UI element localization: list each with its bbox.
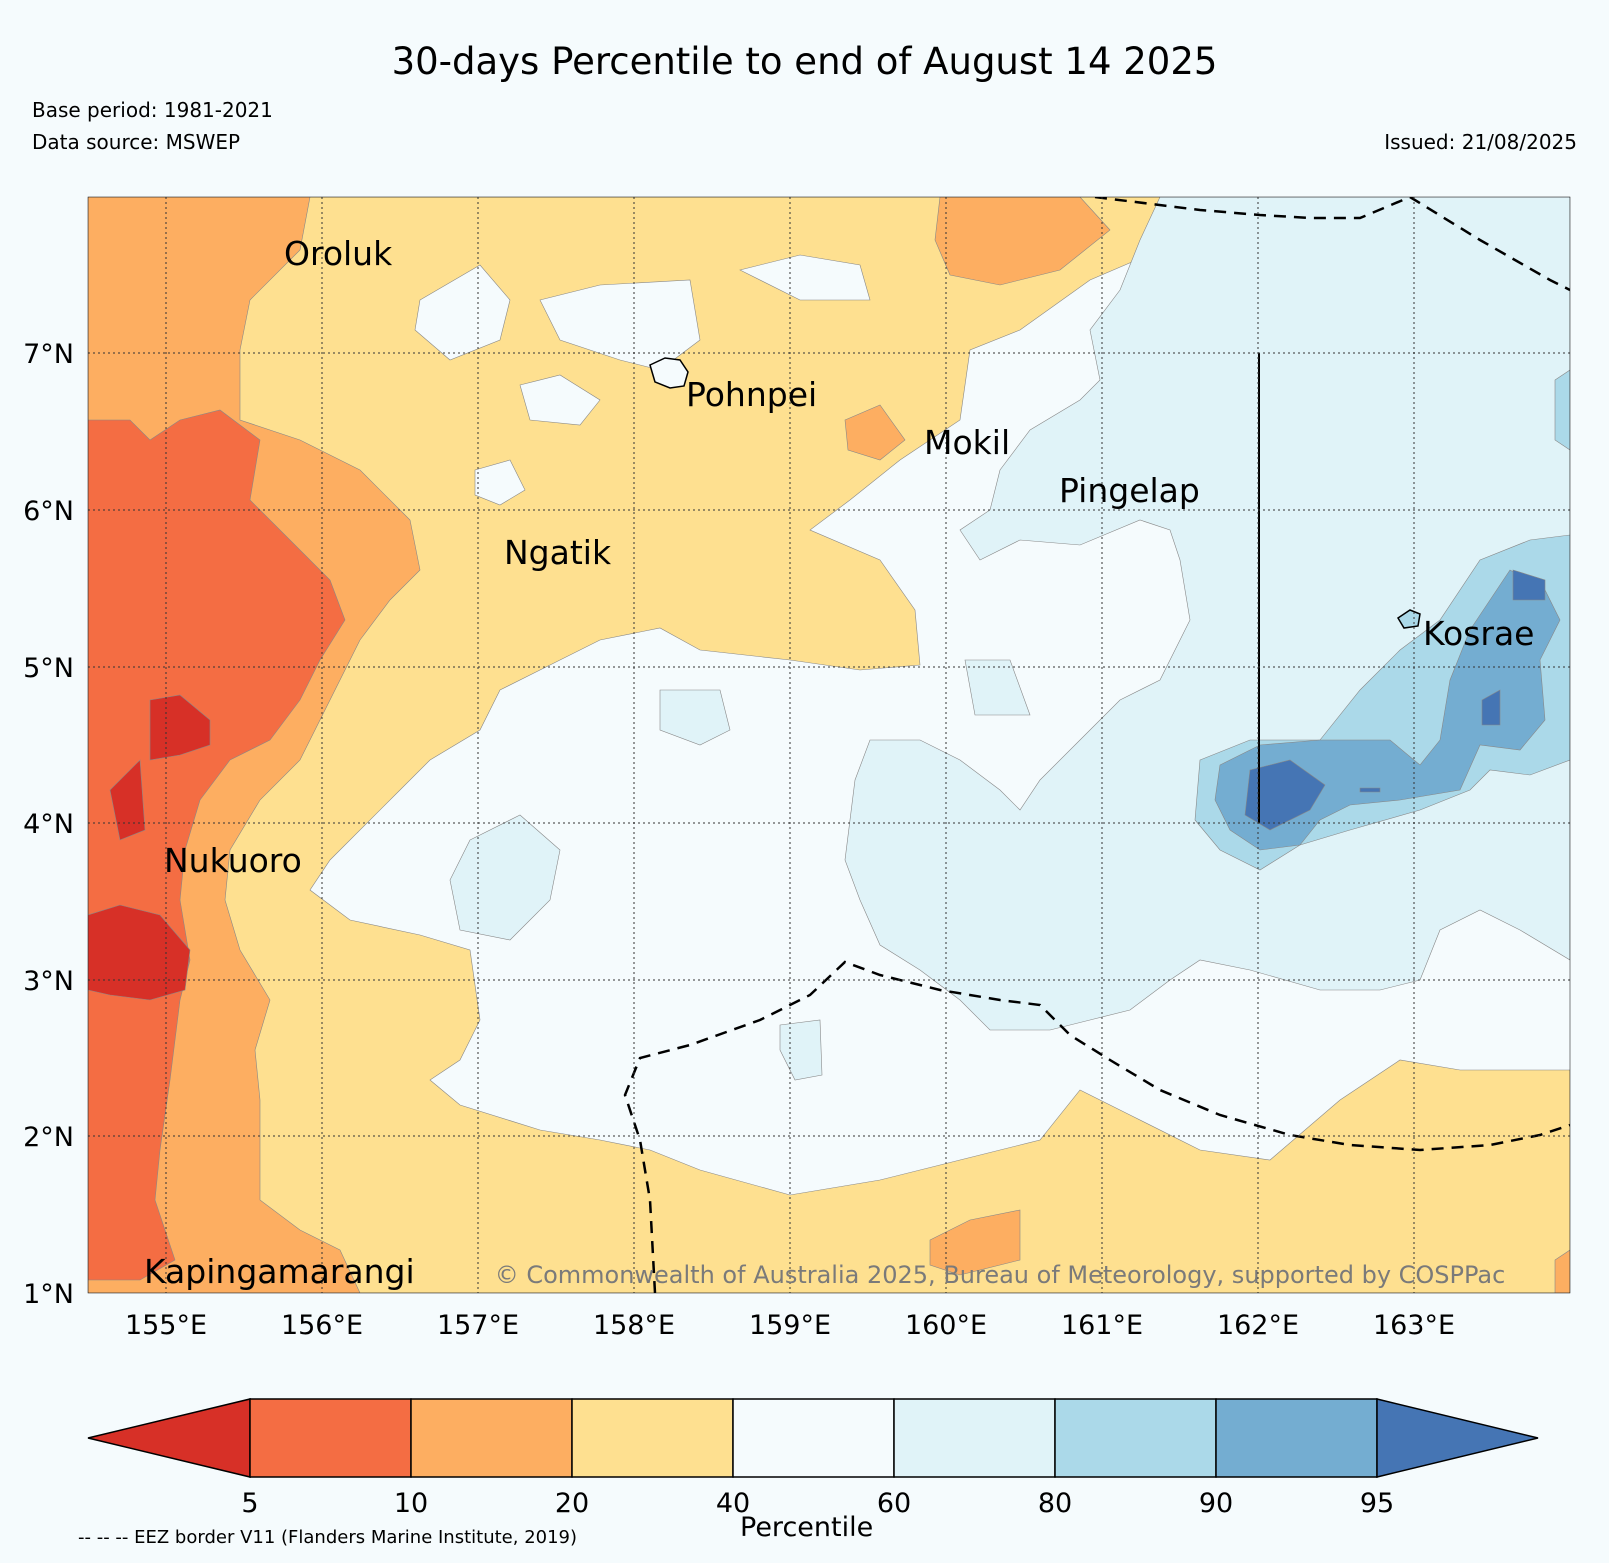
field-10-20-se bbox=[1554, 1249, 1570, 1293]
place-label-nukuoro: Nukuoro bbox=[164, 841, 302, 880]
field-below-5-b bbox=[109, 759, 146, 841]
colorbar bbox=[87, 1398, 1539, 1478]
base-period-text: Base period: 1981-2021 bbox=[32, 98, 273, 122]
field-40-60-hole-d bbox=[474, 459, 526, 506]
field-40-60-hole-a bbox=[539, 279, 701, 371]
eez-border-note: -- -- -- EEZ border V11 (Flanders Marine… bbox=[78, 1527, 578, 1548]
lon-label: 156°E bbox=[281, 1310, 363, 1341]
place-label-pingelap: Pingelap bbox=[1059, 471, 1200, 510]
colorbar-swatch-40-60 bbox=[732, 1398, 895, 1478]
place-label-mokil: Mokil bbox=[924, 423, 1010, 462]
eez-border-south bbox=[623, 960, 1570, 1293]
field-10-20-north-a bbox=[934, 197, 1111, 286]
pohnpei-island-outline bbox=[649, 357, 689, 389]
colorbar-ticks: 5 10 20 40 60 80 90 95 bbox=[241, 1488, 1394, 1519]
colorbar-swatch-20-40 bbox=[571, 1398, 734, 1478]
field-60-80-small-c bbox=[964, 659, 1031, 716]
lon-label: 155°E bbox=[125, 1310, 207, 1341]
field-above-95-c bbox=[1481, 689, 1501, 726]
field-60-80-small-d bbox=[779, 1019, 823, 1081]
data-source-text: Data source: MSWEP bbox=[32, 130, 241, 154]
field-10-20-south bbox=[929, 1209, 1021, 1276]
field-40-60-hole-c bbox=[519, 374, 601, 426]
colorbar-swatch-below-5 bbox=[87, 1398, 251, 1478]
lat-label: 7°N bbox=[23, 339, 74, 370]
place-label-oroluk: Oroluk bbox=[284, 234, 393, 273]
lon-label: 159°E bbox=[749, 1310, 831, 1341]
lat-axis: 7°N 6°N 5°N 4°N 3°N 2°N 1°N bbox=[23, 339, 74, 1310]
lon-label: 160°E bbox=[905, 1310, 987, 1341]
field-5-10-west bbox=[88, 409, 346, 1281]
colorbar-tick: 40 bbox=[716, 1488, 750, 1519]
colorbar-tick: 60 bbox=[877, 1488, 911, 1519]
colorbar-title: Percentile bbox=[740, 1512, 874, 1543]
colorbar-tick: 90 bbox=[1199, 1488, 1233, 1519]
colorbar-swatch-90-95 bbox=[1215, 1398, 1378, 1478]
lon-label: 162°E bbox=[1217, 1310, 1299, 1341]
field-40-60-hole-b bbox=[414, 264, 511, 361]
place-label-kosrae: Kosrae bbox=[1423, 614, 1534, 653]
field-60-80-small-a bbox=[659, 689, 731, 746]
lat-label: 4°N bbox=[23, 809, 74, 840]
map-field bbox=[88, 197, 1570, 1293]
lon-label: 157°E bbox=[437, 1310, 519, 1341]
lat-label: 5°N bbox=[23, 653, 74, 684]
field-below-5-c bbox=[88, 904, 191, 1001]
colorbar-tick: 20 bbox=[555, 1488, 589, 1519]
copyright-text: © Commonwealth of Australia 2025, Bureau… bbox=[495, 1261, 1506, 1289]
map-title: 30-days Percentile to end of August 14 2… bbox=[391, 40, 1218, 83]
colorbar-tick: 5 bbox=[241, 1488, 258, 1519]
colorbar-swatch-10-20 bbox=[410, 1398, 573, 1478]
field-60-80-east bbox=[844, 197, 1570, 1031]
colorbar-swatch-60-80 bbox=[893, 1398, 1056, 1478]
lon-label: 163°E bbox=[1373, 1310, 1455, 1341]
place-labels: Oroluk Pohnpei Mokil Pingelap Ngatik Kos… bbox=[144, 234, 1534, 1291]
lat-label: 6°N bbox=[23, 496, 74, 527]
colorbar-swatch-80-90 bbox=[1054, 1398, 1217, 1478]
colorbar-tick: 10 bbox=[394, 1488, 428, 1519]
lon-axis: 155°E 156°E 157°E 158°E 159°E 160°E 161°… bbox=[125, 1310, 1455, 1341]
field-20-40-north bbox=[88, 197, 1570, 1293]
colorbar-swatch-above-95 bbox=[1376, 1398, 1539, 1478]
gridlines bbox=[88, 197, 1570, 1293]
field-10-20-north-b bbox=[844, 404, 906, 461]
place-label-pohnpei: Pohnpei bbox=[686, 375, 817, 414]
colorbar-tick: 95 bbox=[1360, 1488, 1394, 1519]
place-label-kapingamarangi: Kapingamarangi bbox=[144, 1252, 415, 1291]
colorbar-swatch-5-10 bbox=[249, 1398, 412, 1478]
map-frame bbox=[87, 196, 1571, 1294]
place-label-ngatik: Ngatik bbox=[504, 533, 612, 572]
lon-label: 161°E bbox=[1061, 1310, 1143, 1341]
field-above-95-a bbox=[1244, 759, 1326, 831]
field-above-95-d bbox=[1359, 787, 1381, 793]
field-below-5-a bbox=[149, 694, 211, 761]
field-above-95-b bbox=[1512, 569, 1546, 601]
colorbar-tick: 80 bbox=[1038, 1488, 1072, 1519]
field-80-90-small bbox=[1554, 369, 1570, 451]
lat-label: 2°N bbox=[23, 1122, 74, 1153]
lat-label: 3°N bbox=[23, 966, 74, 997]
eez-border-north bbox=[1094, 197, 1570, 292]
lon-label: 158°E bbox=[593, 1310, 675, 1341]
issued-date-text: Issued: 21/08/2025 bbox=[1384, 130, 1577, 154]
lat-label: 1°N bbox=[23, 1279, 74, 1310]
